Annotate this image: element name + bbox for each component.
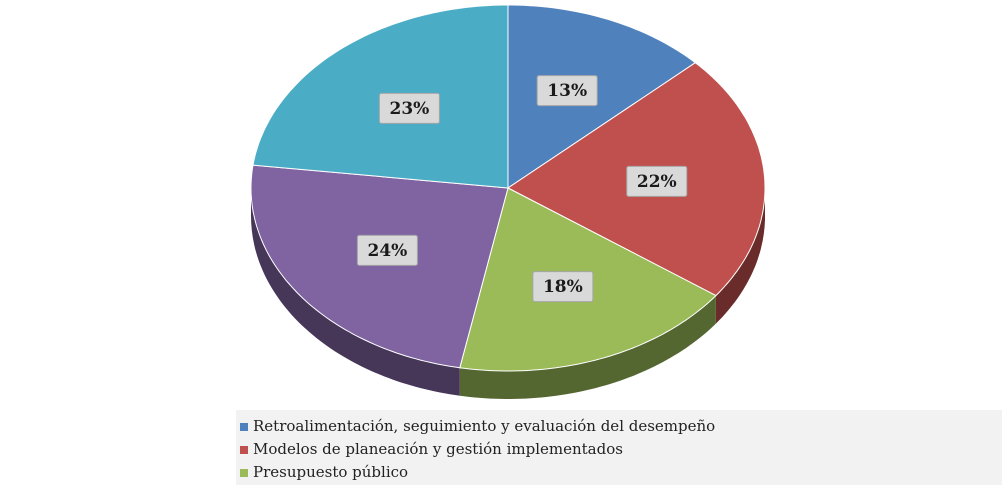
data-label: 18%: [543, 277, 583, 297]
legend-box: [236, 410, 1002, 485]
legend-label: Retroalimentación, seguimiento y evaluac…: [253, 417, 715, 435]
label-box: [532, 271, 594, 303]
label-box: [536, 75, 598, 107]
label-box: [626, 165, 688, 197]
label-box: [378, 92, 440, 124]
legend-swatch: [240, 446, 248, 454]
legend-label: Modelos de planeación y gestión implemen…: [253, 440, 623, 458]
slice-side: [459, 295, 716, 399]
slice: [250, 164, 509, 369]
legend-swatch: [240, 423, 248, 431]
data-label: 23%: [390, 99, 430, 119]
label-box: [356, 234, 418, 266]
data-label: 22%: [637, 172, 677, 192]
legend-label: Presupuesto público: [253, 463, 408, 481]
slice-side: [715, 188, 765, 324]
data-label: 13%: [547, 81, 587, 101]
legend-swatch: [240, 469, 248, 477]
slice-side: [251, 188, 460, 396]
data-label: 24%: [368, 241, 408, 261]
slice: [507, 4, 697, 189]
